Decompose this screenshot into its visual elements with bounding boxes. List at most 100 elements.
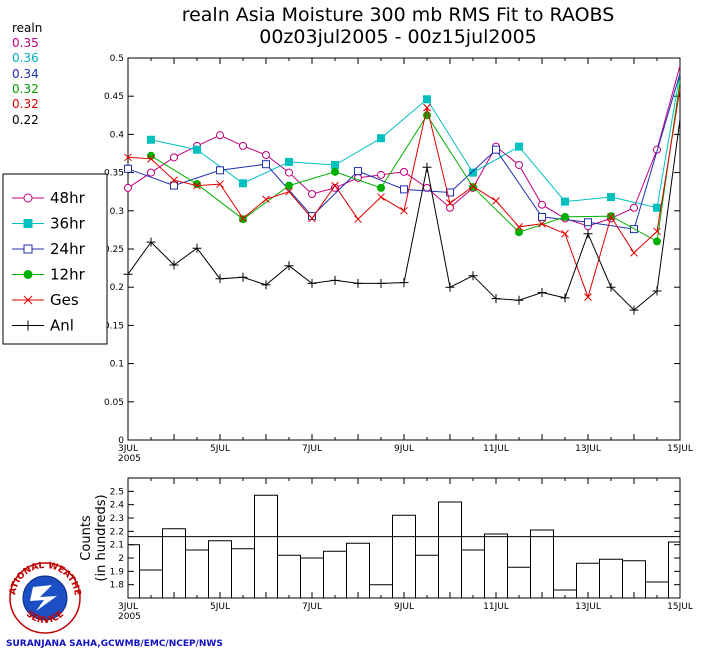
data-point-24hr [538,212,546,221]
data-point-anl [514,295,524,305]
data-point-24hr [354,167,362,176]
data-point-48hr [446,203,454,212]
data-point-48hr [308,189,316,198]
series-legend: 48hr 36hr 24hr 12hr Ges Anl [2,173,108,345]
data-point-36hr [423,95,431,104]
data-point-ges [423,103,431,112]
data-point-ges [653,227,661,236]
side-legend-value-ges: 0.32 [12,97,39,111]
data-point-ges [538,219,546,228]
main-y-tick-label: 0.35 [104,169,124,179]
main-chart: 0 0.05 0.1 0.15 0.2 0.25 0.3 0.35 0.4 0.45 0.5 3JU… [104,54,693,464]
data-point-36hr [239,179,247,188]
data-point-48hr [285,168,293,177]
data-point-48hr [630,203,638,212]
author-credit: SURANJANA SAHA,GCWMB/EMC/NCEP/NWS [6,639,223,649]
legend-label-anl: Anl [50,317,74,335]
data-point-anl [376,278,386,288]
count-y-tick-label: 2.2 [110,527,124,537]
legend-marker-12hr [23,270,33,279]
side-legend-value-36hr: 0.36 [12,51,39,65]
legend-label-24hr: 24hr [50,240,86,258]
data-point-12hr [331,167,339,176]
data-point-24hr [262,160,270,169]
data-point-ges [584,293,592,301]
data-point-ges [354,215,362,224]
data-point-48hr [331,183,339,192]
data-point-36hr [147,135,155,144]
data-point-48hr [170,153,178,162]
count-step-line [128,494,680,591]
data-point-ges [331,181,339,190]
data-point-ges [285,187,293,196]
main-y-tick-label: 0.2 [110,283,124,293]
side-legend-value-48hr: 0.35 [12,36,39,50]
legend-label-12hr: 12hr [50,266,86,284]
count-y-tick-label: 2.4 [110,501,125,511]
data-point-anl [468,271,478,281]
data-point-ges [607,213,615,221]
count-y-axis-label: Counts(in hundreds) [79,494,109,581]
legend-marker-ges [23,295,33,305]
count-x-tick-label: 13JUL [575,602,601,612]
data-point-anl [192,243,202,253]
data-point-36hr [653,203,661,212]
data-point-anl [445,282,455,292]
main-x-tick-label: 13JUL [575,444,601,454]
data-point-ges [446,199,454,208]
main-x-year-label: 2005 [118,454,141,464]
data-point-anl [652,286,662,296]
side-legend-header: realn [12,21,42,35]
data-point-36hr [607,193,615,202]
count-chart: 1.8 1.9 2 2.1 2.2 2.3 2.4 2.5 3JUL 5JUL 7JUL 9JUL 1… [79,477,693,622]
data-point-ges [193,181,201,190]
legend-marker-anl [23,320,33,331]
data-point-36hr [561,197,569,206]
count-x-tick-label: 11JUL [483,602,509,612]
data-point-ges [630,248,638,257]
data-point-24hr [584,218,592,227]
main-y-tick-label: 0.25 [104,245,124,255]
data-point-24hr [216,166,224,175]
legend-marker-24hr [23,244,33,254]
data-point-anl [123,269,133,279]
data-point-ges [377,193,385,201]
data-point-24hr [124,164,132,173]
main-x-tick-label: 5JUL [210,444,230,454]
count-y-tick-label: 2 [118,554,124,564]
count-y-tick-label: 1.8 [110,581,125,591]
data-point-anl [422,162,432,172]
legend-marker-36hr [23,219,33,228]
count-x-tick-label: 5JUL [210,602,230,612]
data-point-anl [284,261,294,271]
chart-title: realn Asia Moisture 300 mb RMS Fit to RA… [182,4,615,26]
data-point-12hr [653,237,661,246]
data-point-12hr [285,181,293,190]
main-x-tick-label: 9JUL [394,444,414,454]
data-point-ges [170,176,178,185]
chart-subtitle: 00z03jul2005 - 00z15jul2005 [259,26,537,48]
data-point-12hr [193,180,201,189]
data-point-ges [239,214,247,223]
data-point-ges [216,180,224,188]
side-legend-value-24hr: 0.34 [12,67,39,81]
count-x-tick-label: 7JUL [302,602,322,612]
side-legend-value-anl: 0.22 [12,113,39,127]
data-point-48hr [239,141,247,150]
data-point-anl [629,305,639,315]
lightning-icon [30,585,57,611]
main-y-tick-label: 0.15 [104,321,124,331]
data-point-ges [308,214,316,223]
count-x-year-label: 2005 [118,612,141,622]
data-point-48hr [147,168,155,177]
data-point-36hr [377,134,385,143]
data-point-anl [261,280,271,290]
legend-marker-48hr [23,193,33,203]
count-y-tick-label: 2.3 [110,514,124,524]
data-point-48hr [124,183,132,192]
data-point-anl [307,278,317,288]
data-point-12hr [469,183,477,192]
legend-label-ges: Ges [50,291,79,309]
data-point-anl [583,229,593,239]
data-point-48hr [377,170,385,179]
